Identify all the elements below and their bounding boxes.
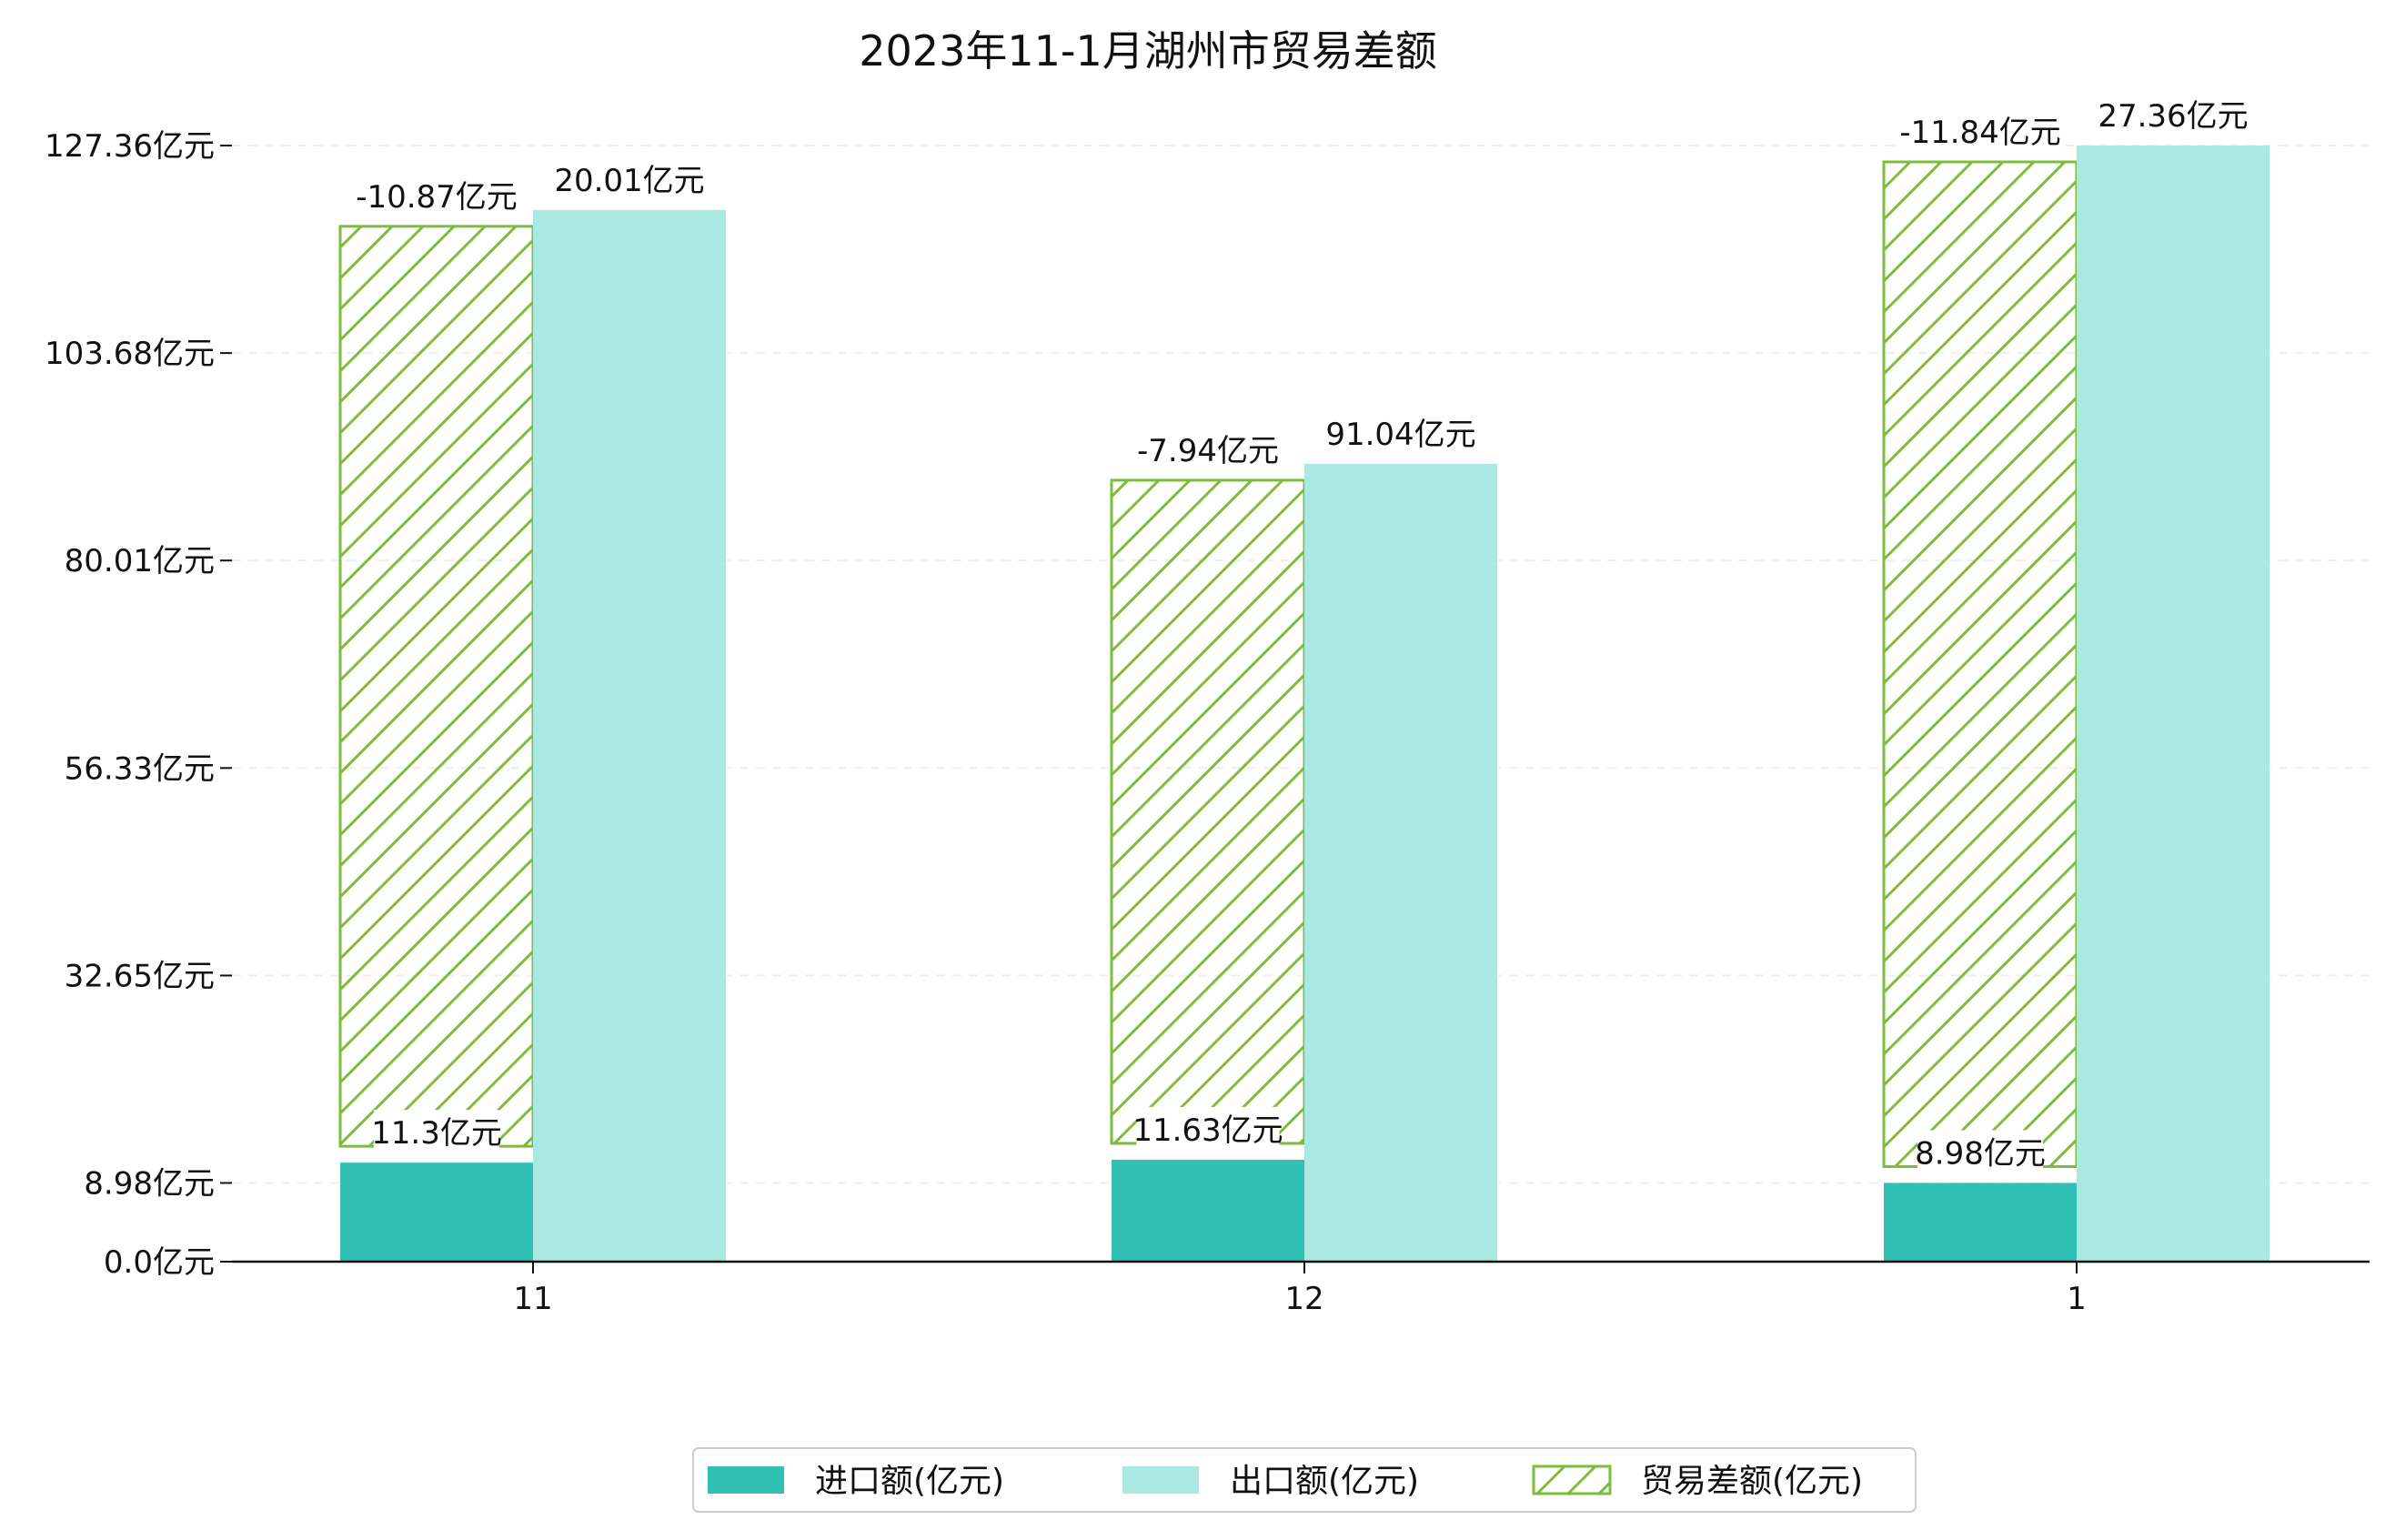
- bar-export: [1304, 463, 1497, 1263]
- legend-swatch: [708, 1466, 784, 1494]
- label-background: [1136, 1106, 1280, 1152]
- x-tick-label: 12: [1284, 1281, 1323, 1317]
- bar-import: [340, 1163, 533, 1262]
- bar-trade-balance: [338, 225, 535, 1148]
- bar-value-label: 91.04亿元: [1325, 417, 1475, 453]
- y-tick-label: 8.98亿元: [84, 1165, 215, 1202]
- label-background: [2101, 93, 2245, 138]
- label-background: [558, 156, 701, 203]
- legend-label: 出口额(亿元): [1230, 1463, 1419, 1500]
- label-background: [1900, 109, 2060, 155]
- bar-value-label: 8.98亿元: [1915, 1135, 2046, 1172]
- legend-label: 进口额(亿元): [815, 1463, 1004, 1500]
- bars: [338, 146, 2269, 1263]
- y-tick-label: 80.01亿元: [65, 543, 215, 579]
- legend-label: 贸易差额(亿元): [1641, 1463, 1863, 1500]
- bar-import: [1112, 1159, 1304, 1262]
- legend-frame: [692, 1447, 1917, 1513]
- y-tick-label: 56.33亿元: [65, 750, 215, 787]
- bar-value-label: 11.63亿元: [1132, 1112, 1283, 1149]
- chart-title: 2023年11-1月湖州市贸易差额: [859, 26, 1436, 75]
- label-background: [1136, 427, 1280, 473]
- x-tick-label: 11: [513, 1281, 552, 1317]
- bar-value-label: 20.01亿元: [554, 163, 704, 199]
- bar-labels: -10.87亿元 20.01亿元 11.3亿元 -7.94亿元 91.04亿元 11.63…: [356, 93, 2249, 1176]
- bar-value-label: -7.94亿元: [1137, 433, 1279, 469]
- label-background: [1329, 410, 1473, 457]
- x-tick-label: 1: [2067, 1281, 2087, 1317]
- bar-value-label: -10.87亿元: [356, 179, 518, 216]
- label-background: [1917, 1130, 2043, 1176]
- axes: 0.0亿元 8.98亿元 32.65亿元 56.33亿元 80.01亿元 103.68亿元…: [45, 128, 2370, 1317]
- bar-trade-balance: [1882, 160, 2078, 1168]
- label-background: [357, 173, 517, 219]
- bar-import: [1884, 1183, 2077, 1262]
- bar-value-label: 11.3亿元: [371, 1115, 502, 1152]
- bar-export: [2077, 146, 2269, 1262]
- legend: 进口额(亿元) 出口额(亿元) 贸易差额(亿元): [692, 1447, 1917, 1513]
- y-tick-label: 127.36亿元: [45, 128, 215, 165]
- legend-swatch: [1532, 1465, 1612, 1495]
- label-background: [374, 1110, 499, 1156]
- y-tick-label: 0.0亿元: [104, 1244, 215, 1281]
- bar-value-label: -11.84亿元: [1899, 115, 2061, 151]
- y-tick-label: 32.65亿元: [65, 958, 215, 994]
- bar-export: [533, 209, 726, 1263]
- legend-swatch: [1122, 1466, 1199, 1494]
- bar-trade-balance: [1110, 478, 1306, 1145]
- bar-value-label: 27.36亿元: [2098, 98, 2248, 135]
- y-tick-label: 103.68亿元: [45, 336, 215, 372]
